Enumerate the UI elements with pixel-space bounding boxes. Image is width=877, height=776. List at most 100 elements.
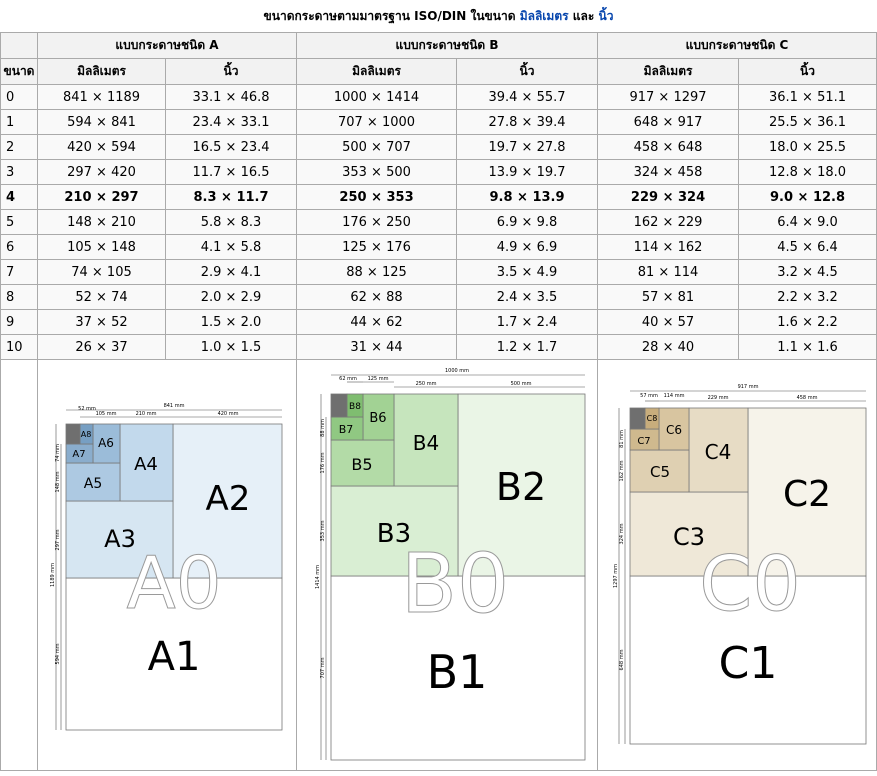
c6-sheet xyxy=(658,407,690,451)
b0-big-label: B0 xyxy=(401,537,509,632)
size-cell: 1 xyxy=(0,109,38,135)
b-dim-w4: 250 mm xyxy=(416,381,437,387)
c7-label: C7 xyxy=(637,436,650,447)
b7-label: B7 xyxy=(339,423,354,436)
a-series-diagram-cell: A0 A1 A2 A3 A4 A5 A6 A7 A8 841 mm 420 mm… xyxy=(36,359,298,771)
a-dim-h0: 1189 mm xyxy=(50,563,56,587)
b-mm-cell: 176 × 250 xyxy=(296,209,458,235)
b2-sheet xyxy=(457,393,586,577)
c8-label: C8 xyxy=(647,414,658,423)
b-series-diagram-cell: B0 B1 B2 B3 B4 B5 B6 B7 B8 1000 mm 500 m… xyxy=(296,359,599,771)
caption-and: และ xyxy=(572,9,595,23)
b-dim-w8: 62 mm xyxy=(339,376,357,382)
mm-link[interactable]: มิลลิเมตร xyxy=(519,9,569,23)
a-dim-h7: 74 mm xyxy=(55,444,61,462)
c3-label: C3 xyxy=(673,523,705,551)
c0-big-label: C0 xyxy=(699,539,800,628)
diagram-blank-cell xyxy=(0,359,38,771)
b-dim-w2: 500 mm xyxy=(511,381,532,387)
a4-label: A4 xyxy=(134,454,158,475)
a-mm-cell: 74 × 105 xyxy=(37,259,166,285)
inch-link[interactable]: นิ้ว xyxy=(598,9,614,23)
a-inch-cell: 1.0 × 1.5 xyxy=(164,334,298,360)
c-dim-h3: 324 mm xyxy=(619,523,625,544)
b-dim-h7: 88 mm xyxy=(320,419,326,437)
series-a-header: แบบกระดาษชนิด A xyxy=(36,32,298,59)
size-cell: 3 xyxy=(0,159,38,185)
b3-sheet xyxy=(330,485,459,577)
a-dim-h1: 594 mm xyxy=(55,643,61,664)
b1-sheet xyxy=(330,575,586,761)
table-row: 0 841 × 1189 33.1 × 46.8 1000 × 1414 39.… xyxy=(0,84,877,110)
b-inch-cell: 9.8 × 13.9 xyxy=(456,184,599,210)
b-inch-cell: 13.9 × 19.7 xyxy=(456,159,599,185)
a-inch-cell: 33.1 × 46.8 xyxy=(164,84,298,110)
a6-label: A6 xyxy=(98,436,114,450)
a1-sheet xyxy=(65,577,283,731)
a2-sheet xyxy=(172,423,283,579)
c2-label: C2 xyxy=(783,474,831,515)
c-mm-cell: 114 × 162 xyxy=(597,234,740,260)
c-inch-cell: 6.4 × 9.0 xyxy=(738,209,877,235)
b6-sheet xyxy=(362,393,395,441)
b-inch-cell: 1.2 × 1.7 xyxy=(456,334,599,360)
a-dim-w4: 210 mm xyxy=(136,411,157,417)
c4-label: C4 xyxy=(705,440,732,464)
b-inch-cell: 27.8 × 39.4 xyxy=(456,109,599,135)
a-inch-cell: 4.1 × 5.8 xyxy=(164,234,298,260)
b-inch-cell: 3.5 × 4.9 xyxy=(456,259,599,285)
table-row: 2 420 × 594 16.5 × 23.4 500 × 707 19.7 ×… xyxy=(0,134,877,160)
size-cell: 10 xyxy=(0,334,38,360)
a-inch-cell: 5.8 × 8.3 xyxy=(164,209,298,235)
c-inch-cell: 4.5 × 6.4 xyxy=(738,234,877,260)
c6-label: C6 xyxy=(666,423,682,437)
b-mm-cell: 125 × 176 xyxy=(296,234,458,260)
b4-label: B4 xyxy=(413,431,439,455)
b-inch-header: นิ้ว xyxy=(456,58,599,85)
c-inch-cell: 1.1 × 1.6 xyxy=(738,334,877,360)
b-mm-cell: 353 × 500 xyxy=(296,159,458,185)
b-inch-cell: 6.9 × 9.8 xyxy=(456,209,599,235)
c-mm-cell: 458 × 648 xyxy=(597,134,740,160)
a9-sheet xyxy=(65,423,81,445)
a5-label: A5 xyxy=(84,476,102,492)
b-mm-cell: 62 × 88 xyxy=(296,284,458,310)
size-cell: 2 xyxy=(0,134,38,160)
a-dim-h3: 297 mm xyxy=(55,529,61,550)
c-mm-cell: 28 × 40 xyxy=(597,334,740,360)
series-b-header: แบบกระดาษชนิด B xyxy=(296,32,599,59)
table-row: 1 594 × 841 23.4 × 33.1 707 × 1000 27.8 … xyxy=(0,109,877,135)
b5-label: B5 xyxy=(351,455,372,474)
a4-sheet xyxy=(119,423,174,502)
b2-label: B2 xyxy=(496,465,546,509)
a3-sheet xyxy=(65,500,174,579)
c-dim-h1: 648 mm xyxy=(619,649,625,670)
table-row: 7 74 × 105 2.9 × 4.1 88 × 125 3.5 × 4.9 … xyxy=(0,259,877,285)
c-inch-cell: 25.5 × 36.1 xyxy=(738,109,877,135)
b-mm-cell: 1000 × 1414 xyxy=(296,84,458,110)
a-dim-w0: 841 mm xyxy=(164,403,185,409)
c-mm-cell: 229 × 324 xyxy=(597,184,740,210)
a3-label: A3 xyxy=(104,525,136,553)
a-mm-cell: 297 × 420 xyxy=(37,159,166,185)
size-cell: 4 xyxy=(0,184,38,210)
a-mm-cell: 210 × 297 xyxy=(37,184,166,210)
b-inch-cell: 4.9 × 6.9 xyxy=(456,234,599,260)
c4-sheet xyxy=(688,407,749,493)
b-dim-h3: 353 mm xyxy=(320,520,326,541)
c3-sheet xyxy=(629,491,749,577)
size-cell: 9 xyxy=(0,309,38,335)
c-mm-cell: 917 × 1297 xyxy=(597,84,740,110)
a-inch-cell: 2.0 × 2.9 xyxy=(164,284,298,310)
a-mm-cell: 841 × 1189 xyxy=(37,84,166,110)
b-mm-cell: 250 × 353 xyxy=(296,184,458,210)
a-dim-w2: 420 mm xyxy=(218,411,239,417)
c-dim-w4: 229 mm xyxy=(708,395,729,401)
c-inch-cell: 3.2 × 4.5 xyxy=(738,259,877,285)
b9-sheet xyxy=(330,393,348,418)
c-inch-cell: 2.2 × 3.2 xyxy=(738,284,877,310)
a2-label: A2 xyxy=(206,479,251,519)
c-mm-cell: 81 × 114 xyxy=(597,259,740,285)
c-dim-w0: 917 mm xyxy=(738,384,759,390)
table-row: 9 37 × 52 1.5 × 2.0 44 × 62 1.7 × 2.4 40… xyxy=(0,309,877,335)
